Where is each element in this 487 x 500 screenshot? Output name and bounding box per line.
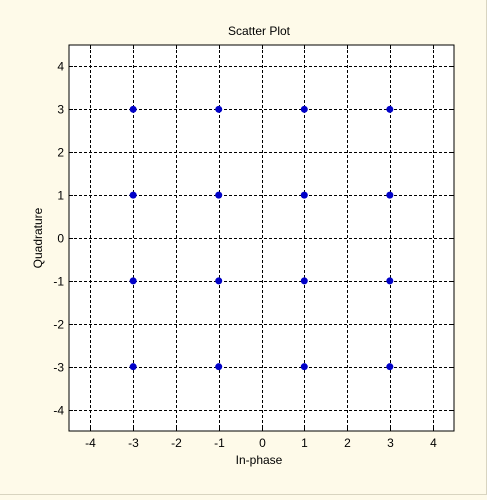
data-point [129,191,137,199]
y-tick-label: 0 [57,232,64,246]
y-tick-label: -3 [53,361,64,375]
y-axis-label: Quadrature [31,207,45,268]
data-point [300,277,308,285]
chart-title: Scatter Plot [228,24,291,38]
tick-labels: -4 -3 -2 -1 0 1 2 3 4 4 3 2 1 0 -1 -2 -3 -4 [53,60,437,451]
x-tick-label: 4 [430,436,437,450]
y-tick-label: 3 [57,103,64,117]
x-tick-label: 2 [344,436,351,450]
x-tick-label: 0 [259,436,266,450]
y-tick-label: 4 [57,60,64,74]
data-point [386,105,394,113]
data-point [129,363,137,371]
data-point [215,363,223,371]
y-tick-label: 2 [57,146,64,160]
data-point [300,363,308,371]
data-point [215,191,223,199]
x-tick-label: -3 [128,436,139,450]
data-points [129,105,394,371]
data-point [386,363,394,371]
data-point [300,105,308,113]
data-point [129,277,137,285]
data-point [129,105,137,113]
x-tick-label: -1 [214,436,225,450]
axis-ticks [69,45,454,431]
data-point [386,277,394,285]
x-tick-label: -2 [171,436,182,450]
x-tick-label: 1 [301,436,308,450]
y-tick-label: -1 [53,275,64,289]
data-point [215,277,223,285]
y-tick-label: -2 [53,318,64,332]
x-tick-label: 3 [387,436,394,450]
x-tick-label: -4 [85,436,96,450]
x-axis-label: In-phase [236,453,283,467]
y-tick-label: 1 [57,189,64,203]
data-point [300,191,308,199]
data-point [386,191,394,199]
y-tick-label: -4 [53,404,64,418]
data-point [215,105,223,113]
